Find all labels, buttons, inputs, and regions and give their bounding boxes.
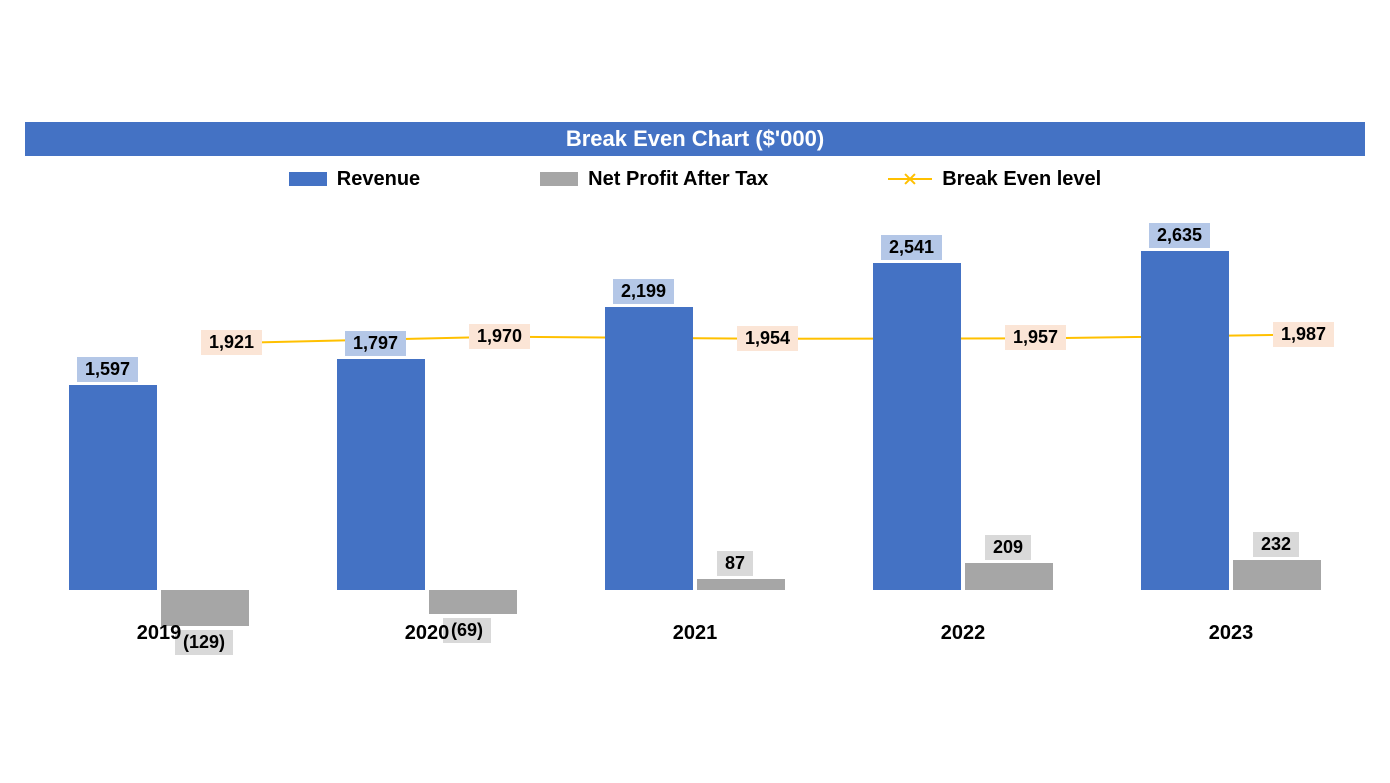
x-axis-label: 2019 — [129, 622, 189, 645]
x-axis-label: 2021 — [665, 622, 725, 645]
x-axis-label: 2023 — [1201, 622, 1261, 645]
profit-bar — [965, 563, 1053, 590]
revenue-data-label: 2,541 — [881, 235, 942, 260]
breakeven-data-label: 1,954 — [737, 326, 798, 351]
revenue-data-label: 2,635 — [1149, 223, 1210, 248]
legend-revenue: Revenue — [289, 168, 420, 191]
revenue-bar — [1141, 251, 1229, 590]
revenue-data-label: 1,797 — [345, 331, 406, 356]
chart-legend: Revenue Net Profit After Tax Break Even … — [25, 162, 1365, 196]
legend-breakeven: Break Even level — [888, 168, 1101, 191]
legend-label-profit: Net Profit After Tax — [588, 168, 768, 191]
profit-data-label: 232 — [1253, 532, 1299, 557]
legend-label-revenue: Revenue — [337, 168, 420, 191]
profit-data-label: 209 — [985, 535, 1031, 560]
breakeven-data-label: 1,970 — [469, 324, 530, 349]
chart-plot-area: 1,597(129)1,92120191,797(69)1,97020202,1… — [25, 210, 1365, 650]
profit-bar — [1233, 560, 1321, 590]
breakeven-data-label: 1,987 — [1273, 322, 1334, 347]
legend-profit: Net Profit After Tax — [540, 168, 768, 191]
profit-bar — [697, 579, 785, 590]
revenue-bar — [873, 263, 961, 590]
x-axis-label: 2020 — [397, 622, 457, 645]
breakeven-data-label: 1,957 — [1005, 325, 1066, 350]
legend-swatch-profit — [540, 172, 578, 186]
revenue-bar — [337, 359, 425, 590]
revenue-bar — [605, 307, 693, 590]
breakeven-data-label: 1,921 — [201, 330, 262, 355]
revenue-data-label: 1,597 — [77, 357, 138, 382]
profit-bar — [161, 590, 249, 626]
profit-data-label: 87 — [717, 551, 753, 576]
chart-title: Break Even Chart ($'000) — [25, 122, 1365, 156]
legend-swatch-revenue — [289, 172, 327, 186]
x-axis-label: 2022 — [933, 622, 993, 645]
legend-label-breakeven: Break Even level — [942, 168, 1101, 191]
revenue-bar — [69, 385, 157, 590]
revenue-data-label: 2,199 — [613, 279, 674, 304]
profit-bar — [429, 590, 517, 614]
legend-swatch-breakeven — [888, 178, 932, 180]
